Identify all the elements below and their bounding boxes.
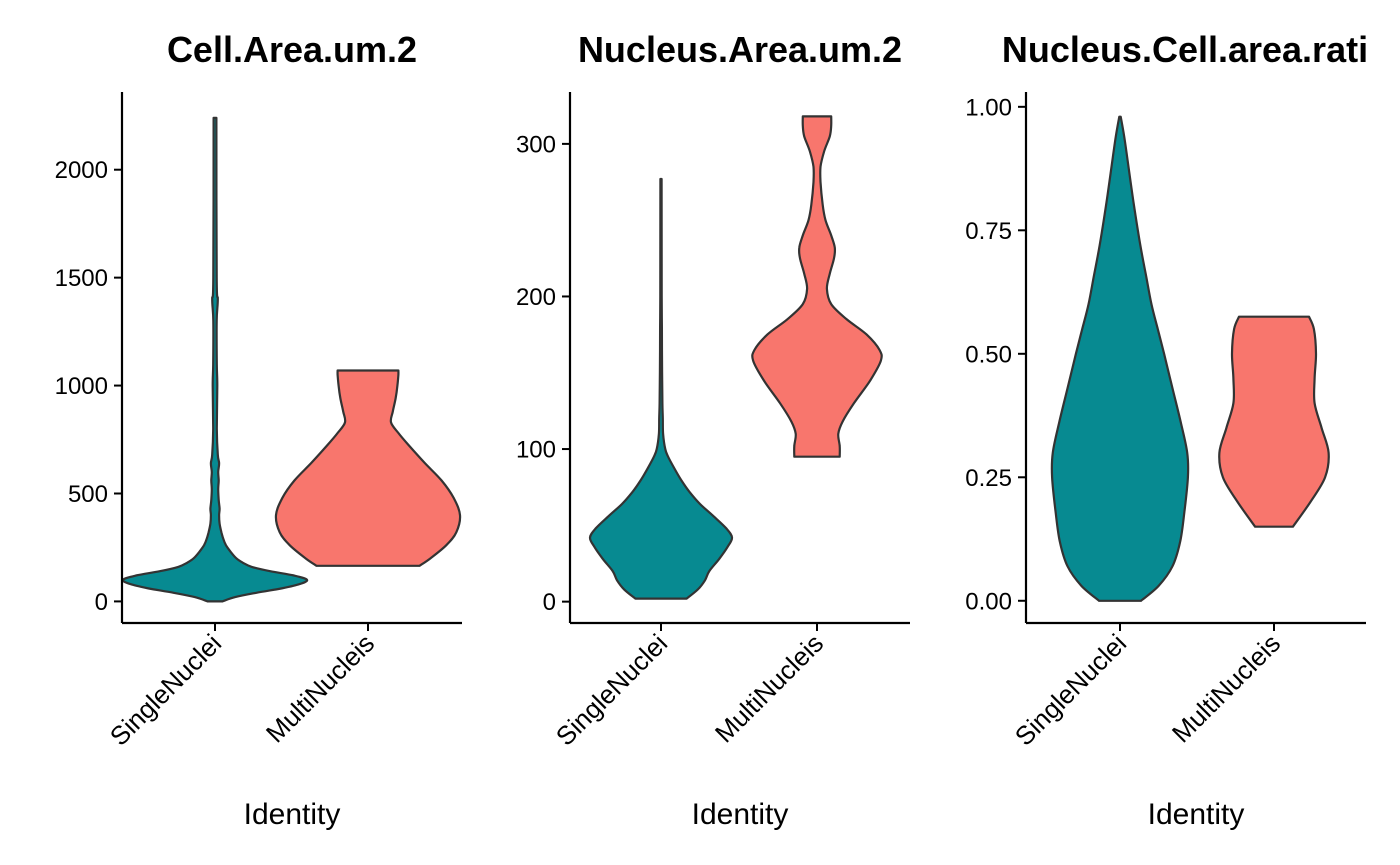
panel-3: Nucleus.Cell.area.rati 0.00 0.25 0.50 0.75 1.…	[965, 29, 1368, 831]
y-tick-label: 1000	[55, 373, 108, 400]
x-tick-label-singlenuclei: SingleNuclei	[1009, 628, 1132, 751]
x-axis-title: Identity	[244, 798, 341, 831]
y-tick-label: 0	[95, 589, 108, 616]
y-tick-label: 0.00	[965, 588, 1012, 615]
x-tick-label-singlenuclei: SingleNuclei	[550, 628, 673, 751]
y-tick-label: 2000	[55, 157, 108, 184]
violin-singlenuclei	[1050, 115, 1190, 602]
y-tick-label: 100	[516, 437, 556, 464]
y-tick-label: 1500	[55, 265, 108, 292]
x-tick-label-singlenuclei: SingleNuclei	[104, 628, 227, 751]
violin-singlenuclei	[121, 116, 309, 603]
y-tick-label: 200	[516, 284, 556, 311]
y-tick-label: 0.25	[965, 465, 1012, 492]
x-tick-label-multinucleis: MultiNucleis	[260, 628, 380, 748]
violin-multinucleis	[1218, 315, 1330, 528]
violin-multinucleis	[751, 115, 883, 458]
y-tick-label: 0.50	[965, 341, 1012, 368]
y-tick-label: 300	[516, 131, 556, 158]
x-axis-title: Identity	[1148, 798, 1245, 831]
panel-1: Cell.Area.um.2 0 500 1000 1500 2000 SingleNucl…	[55, 29, 462, 831]
panel-title: Cell.Area.um.2	[167, 29, 417, 70]
panel-title: Nucleus.Area.um.2	[578, 29, 902, 70]
x-tick-label-multinucleis: MultiNucleis	[709, 628, 829, 748]
y-tick-label: 500	[68, 481, 108, 508]
panel-2: Nucleus.Area.um.2 0 100 200 300 SingleNuclei M…	[516, 29, 910, 831]
y-tick-label: 0.75	[965, 218, 1012, 245]
violin-multinucleis	[274, 369, 462, 567]
x-tick-label-multinucleis: MultiNucleis	[1166, 628, 1286, 748]
panel-title: Nucleus.Cell.area.rati	[1002, 29, 1368, 70]
y-tick-label: 0	[543, 589, 556, 616]
x-axis-title: Identity	[692, 798, 789, 831]
violin-singlenuclei	[588, 177, 734, 600]
y-tick-label: 1.00	[965, 94, 1012, 121]
